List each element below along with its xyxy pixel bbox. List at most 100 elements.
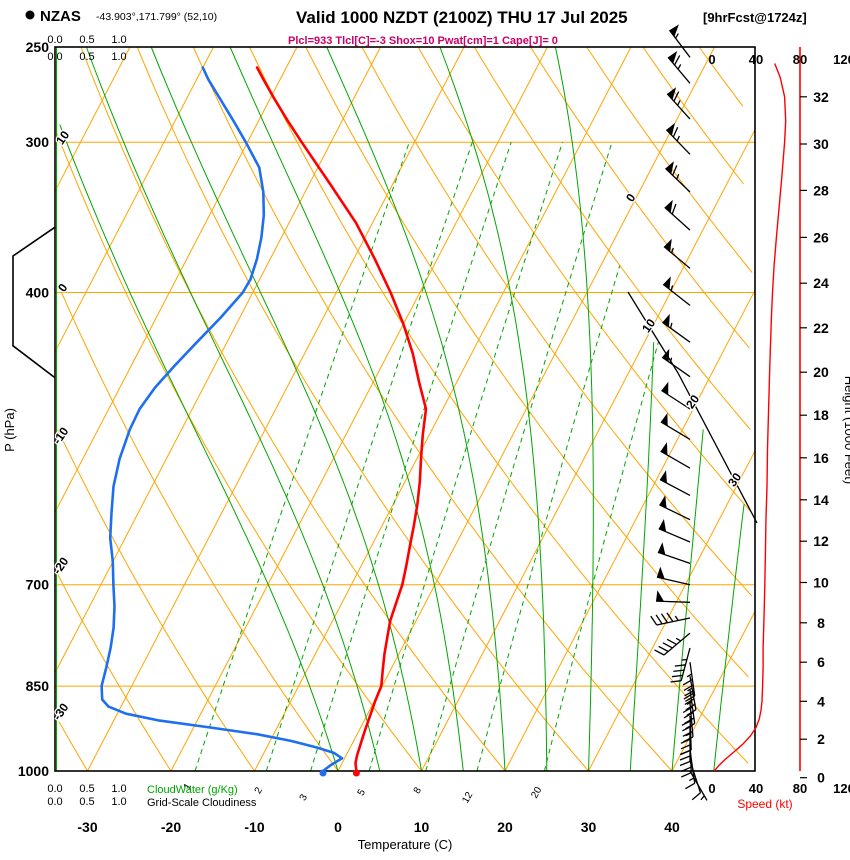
valid-time: Valid 1000 NZDT (2100Z) THU 17 Jul 2025: [296, 8, 628, 27]
mixing-ratio-label: 12: [460, 790, 475, 806]
wind-barb: [666, 87, 691, 120]
wind-barb-feather: [682, 706, 693, 714]
wind-barb-flag: [658, 519, 667, 532]
dry-adiabat-line: [56, 133, 422, 772]
wind-barb: [659, 495, 691, 521]
forecast-tag: [9hrFcst@1724z]: [703, 10, 807, 25]
wind-barb-staff: [664, 206, 691, 231]
speed-tick-label-top: 120: [833, 52, 850, 67]
temperature-tick-label: 40: [664, 819, 680, 835]
isotherm-line: [54, 46, 214, 353]
cloudiness-scale-label-bottom: 0.5: [79, 796, 94, 808]
wind-barb-feather: [679, 755, 691, 761]
height-tick-label: 4: [817, 693, 825, 709]
height-tick-label: 14: [813, 492, 829, 508]
wind-barb-staff: [659, 504, 691, 521]
wind-barb: [656, 566, 691, 586]
wind-barb-feather: [683, 684, 694, 691]
wind-barb-staff: [668, 29, 691, 58]
wind-layer: [650, 24, 708, 801]
cloudwater-scale-label-top: 1.0: [111, 34, 126, 46]
cloudwater-scale-label-bottom: 0.5: [79, 783, 94, 795]
pressure-tick-label: 300: [26, 134, 50, 150]
wind-barb: [663, 238, 691, 269]
dry-adiabat-line: [473, 46, 751, 430]
dry-adiabat-label: -20: [50, 554, 72, 577]
moist-adiabat-line: [671, 429, 704, 772]
wind-barb-flag: [656, 566, 665, 579]
speed-tick-label-top: 40: [749, 52, 763, 67]
cloudwater-scale-label-bottom: 1.0: [111, 783, 126, 795]
cloudiness-scale-label-top: 1.0: [111, 51, 126, 63]
wind-barb-half-feather: [688, 777, 695, 782]
moist-adiabat-line: [713, 504, 745, 772]
dry-adiabat-line: [586, 46, 753, 273]
pressure-tick-label: 1000: [18, 763, 49, 779]
wind-barb-half-feather: [674, 615, 679, 621]
wind-barb-feather: [681, 749, 692, 755]
surface-dewpoint-dot: [319, 769, 327, 777]
wind-barb-half-feather: [676, 135, 680, 142]
temperature-tick-label: 30: [581, 819, 597, 835]
speed-axis-title: Speed (kt): [737, 797, 792, 811]
moist-adiabat-line: [554, 46, 594, 772]
wind-barb-half-feather: [670, 247, 674, 254]
height-tick-label: 24: [813, 275, 829, 291]
wind-barb: [658, 519, 691, 543]
wind-barb-feather: [681, 772, 692, 778]
wind-barb: [661, 348, 691, 378]
height-tick-label: 6: [817, 654, 825, 670]
moist-adiabat-line: [59, 124, 339, 772]
wind-barb-half-feather: [676, 173, 680, 180]
height-tick-label: 18: [813, 407, 829, 423]
dry-adiabat-line: [80, 46, 506, 772]
wind-barb: [654, 632, 691, 656]
wind-barb: [657, 542, 691, 565]
wind-barb-flag: [657, 542, 666, 555]
isotherm-line: [421, 129, 756, 772]
wind-barb-staff: [661, 389, 691, 410]
isotherm-label: 30: [725, 470, 744, 489]
wind-barb: [650, 612, 691, 626]
wind-barb-feather: [680, 766, 692, 773]
wind-barb-feather: [673, 669, 685, 673]
pressure-tick-label: 400: [26, 285, 50, 301]
mixing-ratio-line: [265, 142, 473, 772]
temperature-tick-label: -30: [77, 819, 97, 835]
mixing-ratio-line: [476, 265, 621, 772]
temperature-tick-label: 0: [334, 819, 342, 835]
mixing-ratio-label: 5: [356, 787, 369, 798]
moist-adiabat-line: [439, 46, 548, 772]
wind-barb-half-feather: [670, 285, 674, 291]
mixing-ratio-label: 8: [412, 785, 425, 796]
isotherm-line: [54, 46, 131, 192]
wind-barb-flag: [669, 24, 679, 37]
wind-barb-staff: [656, 617, 691, 626]
mixing-ratio-label: 3: [298, 792, 311, 803]
isotherm-line: [170, 46, 548, 772]
wind-barb-half-feather: [675, 33, 679, 39]
wind-barb-feather: [685, 722, 696, 730]
mixing-ratio-line: [310, 142, 512, 772]
wind-barb-half-feather: [687, 687, 693, 692]
dry-adiabat-line: [56, 573, 172, 772]
wind-barb-flag: [663, 276, 671, 290]
moist-adiabat-line: [229, 46, 464, 772]
wind-barb-feather: [686, 709, 697, 716]
mixing-ratio-line: [368, 142, 563, 772]
wind-barb-feather: [674, 664, 686, 667]
wind-barb-flag: [668, 51, 678, 64]
cloudiness-scale-label-bottom: 1.0: [111, 796, 126, 808]
wind-barb: [661, 381, 691, 410]
wind-barb: [665, 122, 691, 155]
wind-barb: [660, 442, 691, 469]
tick-labels-layer: 0246810121416182022242628303225030040070…: [18, 34, 850, 835]
cloudiness-scale-label-top: 0.5: [79, 51, 94, 63]
dry-adiabat-line: [58, 721, 88, 772]
dry-adiabat-line: [361, 46, 753, 597]
mixing-ratio-label: 2: [253, 785, 266, 796]
isotherm-line: [254, 46, 632, 772]
wind-barb-feather: [666, 612, 674, 622]
wind-barb-feather: [682, 679, 693, 686]
